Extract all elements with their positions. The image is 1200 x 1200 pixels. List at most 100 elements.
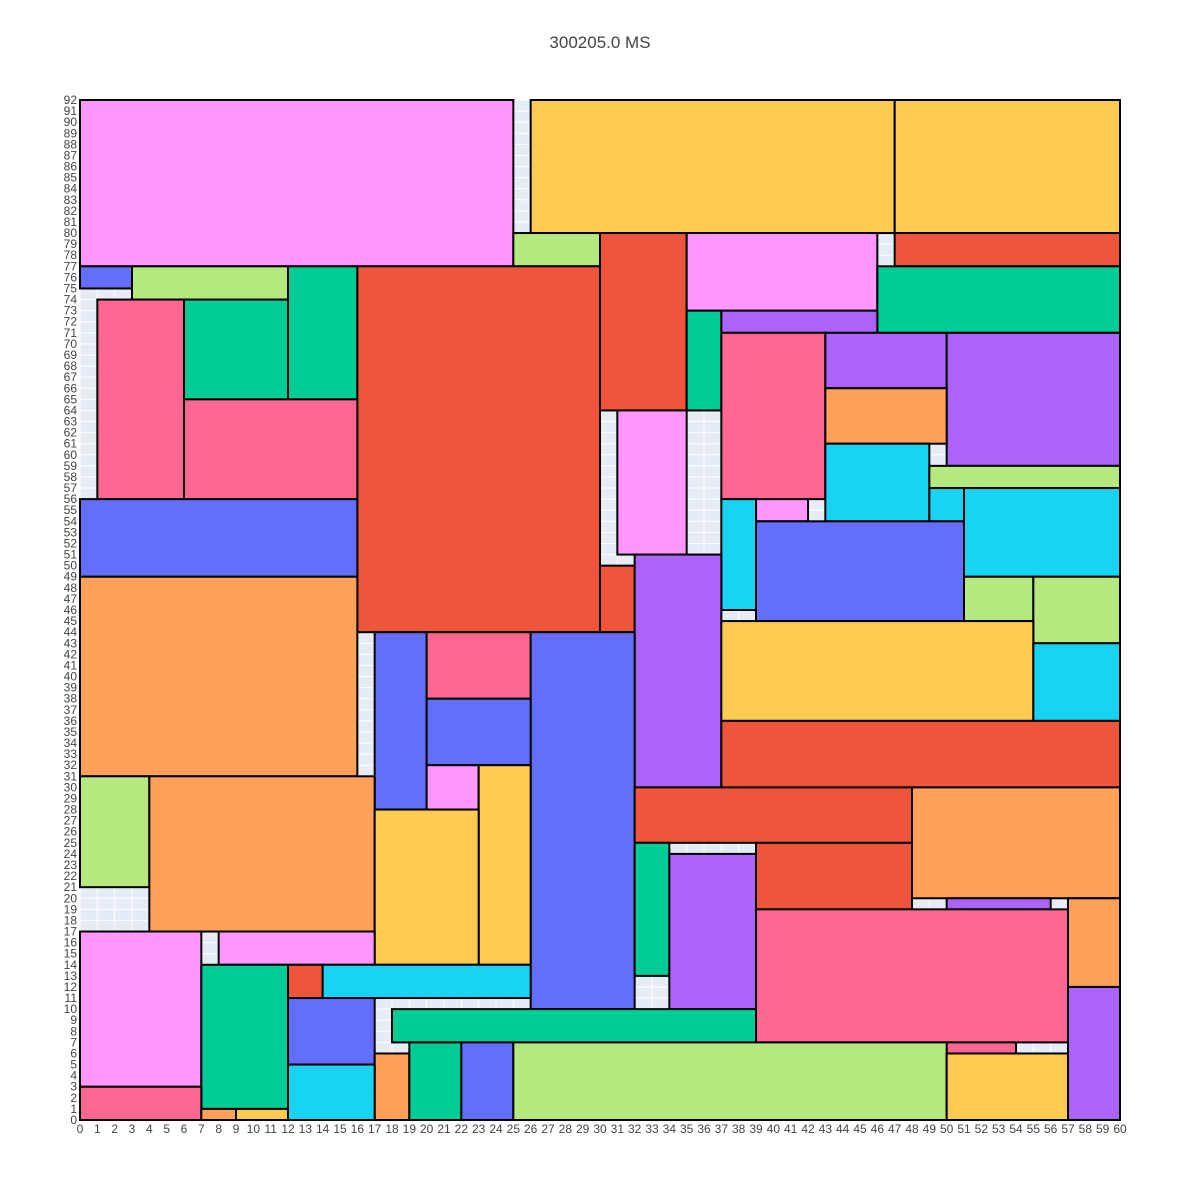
y-tick-label: 41	[64, 658, 78, 672]
packed-rectangle	[529, 99, 896, 235]
x-tick-label: 49	[923, 1122, 937, 1136]
y-tick-label: 9	[70, 1013, 77, 1027]
packed-rectangle	[599, 232, 688, 412]
y-tick-label: 10	[64, 1002, 78, 1016]
x-tick-label: 45	[853, 1122, 867, 1136]
x-tick-label: 38	[732, 1122, 746, 1136]
y-tick-label: 74	[64, 293, 78, 307]
x-tick-label: 50	[940, 1122, 954, 1136]
x-axis-ticks: 0 1 2 3 4 5 6 7 8 9 10 11 12 13 14 15 16 17 18 19 20 21 22 23 24…	[77, 1122, 1127, 1136]
packed-rectangle	[824, 442, 931, 523]
packed-rectangle	[720, 620, 1035, 722]
x-tick-label: 40	[767, 1122, 781, 1136]
y-tick-label: 65	[64, 392, 78, 406]
y-tick-label: 23	[64, 858, 78, 872]
packed-rectangle	[373, 808, 480, 966]
y-tick-label: 40	[64, 670, 78, 684]
packed-rectangle	[928, 464, 1121, 490]
x-tick-label: 7	[198, 1122, 205, 1136]
y-tick-label: 55	[64, 503, 78, 517]
y-tick-label: 52	[64, 536, 78, 550]
x-tick-label: 16	[351, 1122, 365, 1136]
packed-rectangle	[945, 331, 1122, 467]
packed-rectangle	[633, 841, 671, 977]
y-tick-label: 15	[64, 947, 78, 961]
y-tick-label: 51	[64, 548, 78, 562]
packed-rectangle	[373, 1052, 411, 1122]
x-tick-label: 21	[437, 1122, 451, 1136]
packed-rectangle	[720, 309, 879, 334]
x-tick-label: 22	[455, 1122, 469, 1136]
packed-rectangle	[287, 265, 359, 401]
y-tick-label: 70	[64, 337, 78, 351]
x-tick-label: 44	[836, 1122, 850, 1136]
x-tick-label: 1	[94, 1122, 101, 1136]
x-tick-label: 3	[129, 1122, 136, 1136]
y-tick-label: 29	[64, 791, 78, 805]
packed-rectangle	[96, 298, 185, 501]
x-tick-label: 23	[472, 1122, 486, 1136]
y-tick-label: 8	[70, 1024, 77, 1038]
y-tick-label: 39	[64, 681, 78, 695]
y-tick-label: 88	[64, 137, 78, 151]
y-tick-label: 68	[64, 359, 78, 373]
packed-rectangle	[824, 331, 948, 390]
y-tick-label: 36	[64, 714, 78, 728]
packed-rectangle	[391, 1008, 757, 1044]
packed-rectangle	[1067, 897, 1121, 988]
x-tick-label: 35	[680, 1122, 694, 1136]
packed-rectangle	[460, 1041, 515, 1122]
x-tick-label: 51	[957, 1122, 971, 1136]
packed-rectangle	[79, 930, 203, 1088]
y-tick-label: 0	[70, 1113, 77, 1127]
packed-rectangle	[373, 631, 428, 811]
y-tick-label: 44	[64, 625, 78, 639]
y-tick-label: 89	[64, 126, 78, 140]
y-tick-label: 4	[70, 1069, 77, 1083]
y-tick-label: 5	[70, 1058, 77, 1072]
packed-rectangle	[356, 265, 602, 634]
x-tick-label: 12	[281, 1122, 295, 1136]
y-tick-label: 64	[64, 403, 78, 417]
packed-rectangle	[287, 1063, 376, 1121]
packed-rectangle	[183, 398, 359, 501]
y-tick-label: 91	[64, 104, 78, 118]
y-tick-label: 17	[64, 925, 78, 939]
y-tick-label: 1	[70, 1102, 77, 1116]
packed-rectangle	[945, 897, 1052, 911]
packed-rectangle	[425, 631, 532, 700]
y-tick-label: 66	[64, 381, 78, 395]
y-tick-label: 47	[64, 592, 78, 606]
y-tick-label: 31	[64, 769, 78, 783]
y-tick-label: 71	[64, 326, 78, 340]
packed-rectangle	[477, 764, 532, 966]
packed-rectangle	[183, 298, 289, 401]
y-tick-label: 25	[64, 836, 78, 850]
packed-rectangle	[79, 498, 359, 578]
packed-rectangle	[755, 908, 1069, 1044]
packed-rectangle	[755, 498, 809, 523]
y-tick-label: 2	[70, 1091, 77, 1105]
x-tick-label: 58	[1079, 1122, 1093, 1136]
x-tick-label: 60	[1113, 1122, 1127, 1136]
x-tick-label: 9	[233, 1122, 240, 1136]
x-tick-label: 0	[77, 1122, 84, 1136]
y-tick-label: 37	[64, 703, 78, 717]
x-tick-label: 29	[576, 1122, 590, 1136]
y-tick-label: 82	[64, 204, 78, 218]
y-tick-label: 57	[64, 481, 78, 495]
x-tick-label: 24	[489, 1122, 503, 1136]
y-tick-label: 14	[64, 958, 78, 972]
packed-rectangle	[79, 99, 515, 268]
packed-rectangle	[425, 764, 480, 811]
packed-rectangle	[1032, 642, 1122, 722]
x-tick-label: 37	[715, 1122, 729, 1136]
y-tick-label: 21	[64, 880, 78, 894]
y-tick-label: 6	[70, 1046, 77, 1060]
packed-rectangle	[963, 575, 1035, 623]
packed-rectangle	[633, 786, 914, 844]
x-tick-label: 4	[146, 1122, 153, 1136]
y-tick-label: 56	[64, 492, 78, 506]
x-tick-label: 34	[663, 1122, 677, 1136]
x-tick-label: 28	[559, 1122, 573, 1136]
